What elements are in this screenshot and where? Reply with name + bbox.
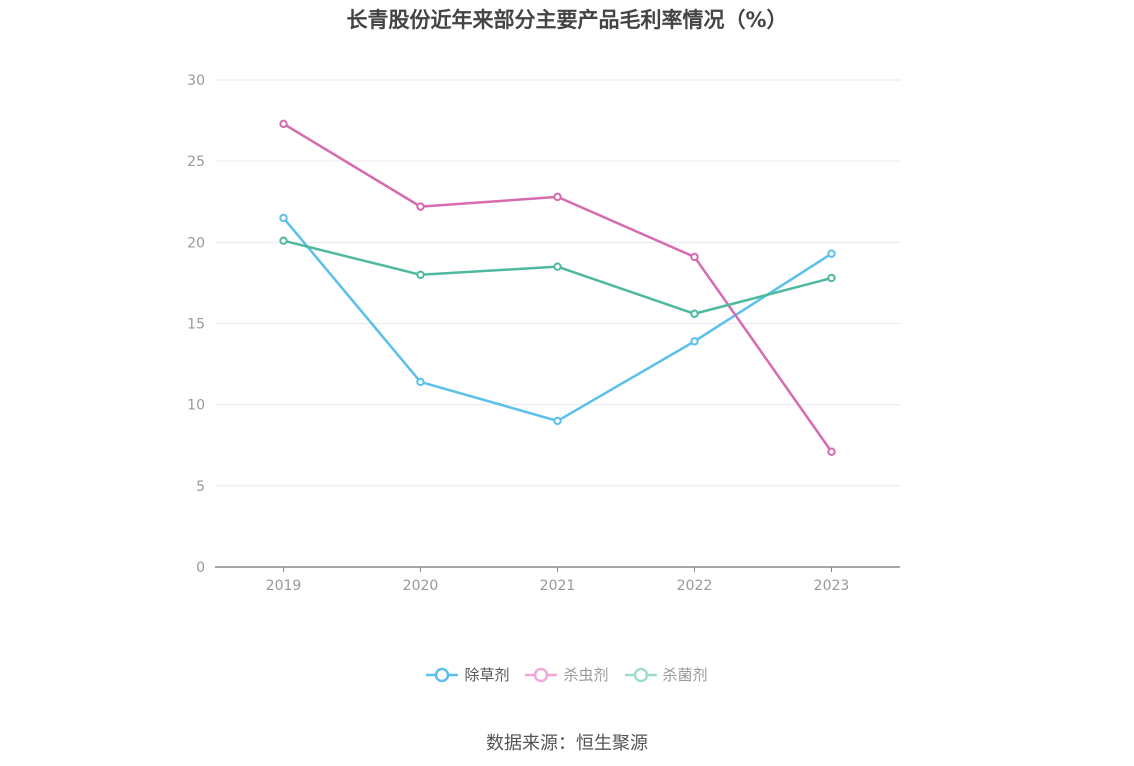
series-line	[282, 217, 833, 423]
series-line	[282, 122, 833, 453]
data-point[interactable]	[416, 202, 425, 211]
data-point[interactable]	[690, 252, 699, 262]
data-point[interactable]	[827, 273, 836, 283]
x-tick-label: 2023	[814, 578, 850, 594]
y-tick-label: 5	[196, 479, 205, 495]
legend: 除草剂 杀虫剂 杀菌剂	[0, 664, 1134, 685]
data-point[interactable]	[416, 270, 425, 279]
data-point[interactable]	[416, 377, 425, 387]
series-layer	[279, 119, 836, 456]
y-tick-label: 20	[187, 235, 205, 251]
legend-label: 杀虫剂	[563, 666, 609, 684]
chart-title: 长青股份近年来部分主要产品毛利率情况（%）	[346, 8, 788, 32]
legend-circle	[534, 667, 549, 682]
data-point[interactable]	[279, 213, 288, 223]
data-point[interactable]	[827, 249, 836, 258]
series-line	[283, 239, 832, 316]
legend-circle	[435, 667, 450, 682]
y-tick-label: 30	[187, 73, 205, 89]
data-point[interactable]	[553, 262, 562, 271]
data-point[interactable]	[279, 119, 288, 129]
data-point[interactable]	[553, 192, 562, 202]
y-tick-label: 15	[187, 317, 205, 333]
data-point[interactable]	[279, 236, 288, 245]
x-axis: 2019 2020 2021 2022 2023	[215, 566, 900, 594]
legend-marker-icon	[426, 667, 459, 682]
data-point[interactable]	[827, 447, 836, 456]
legend-item-insecticide[interactable]: 杀虫剂	[525, 664, 609, 685]
x-tick-label: 2021	[540, 578, 576, 594]
x-tick-label: 2022	[677, 578, 713, 594]
grid-lines	[215, 79, 900, 487]
legend-marker-icon	[525, 667, 558, 682]
legend-marker-icon	[624, 667, 657, 682]
data-point[interactable]	[690, 309, 699, 318]
legend-item-herbicide[interactable]: 除草剂	[426, 664, 509, 685]
x-tick-label: 2020	[403, 578, 439, 594]
legend-circle	[633, 667, 648, 682]
x-tick-label: 2019	[266, 578, 302, 594]
data-point[interactable]	[690, 337, 699, 346]
legend-label: 除草剂	[464, 666, 510, 684]
y-axis: 0 5 10 15 20 25 30	[187, 73, 205, 576]
legend-item-fungicide[interactable]: 杀菌剂	[624, 664, 708, 685]
data-point[interactable]	[553, 416, 562, 426]
data-source: 数据来源：恒生聚源	[486, 733, 648, 754]
y-tick-label: 10	[187, 398, 205, 414]
legend-label: 杀菌剂	[662, 666, 708, 684]
y-tick-label: 0	[196, 560, 205, 576]
y-tick-label: 25	[187, 154, 205, 170]
